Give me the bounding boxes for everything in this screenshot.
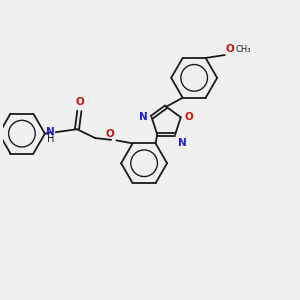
Text: H: H <box>47 134 54 144</box>
Text: O: O <box>105 129 114 139</box>
Text: O: O <box>226 44 235 54</box>
Text: N: N <box>46 127 54 136</box>
Text: N: N <box>139 112 148 122</box>
Text: O: O <box>184 112 193 122</box>
Text: CH₃: CH₃ <box>236 45 251 54</box>
Text: N: N <box>178 138 186 148</box>
Text: O: O <box>75 98 84 107</box>
